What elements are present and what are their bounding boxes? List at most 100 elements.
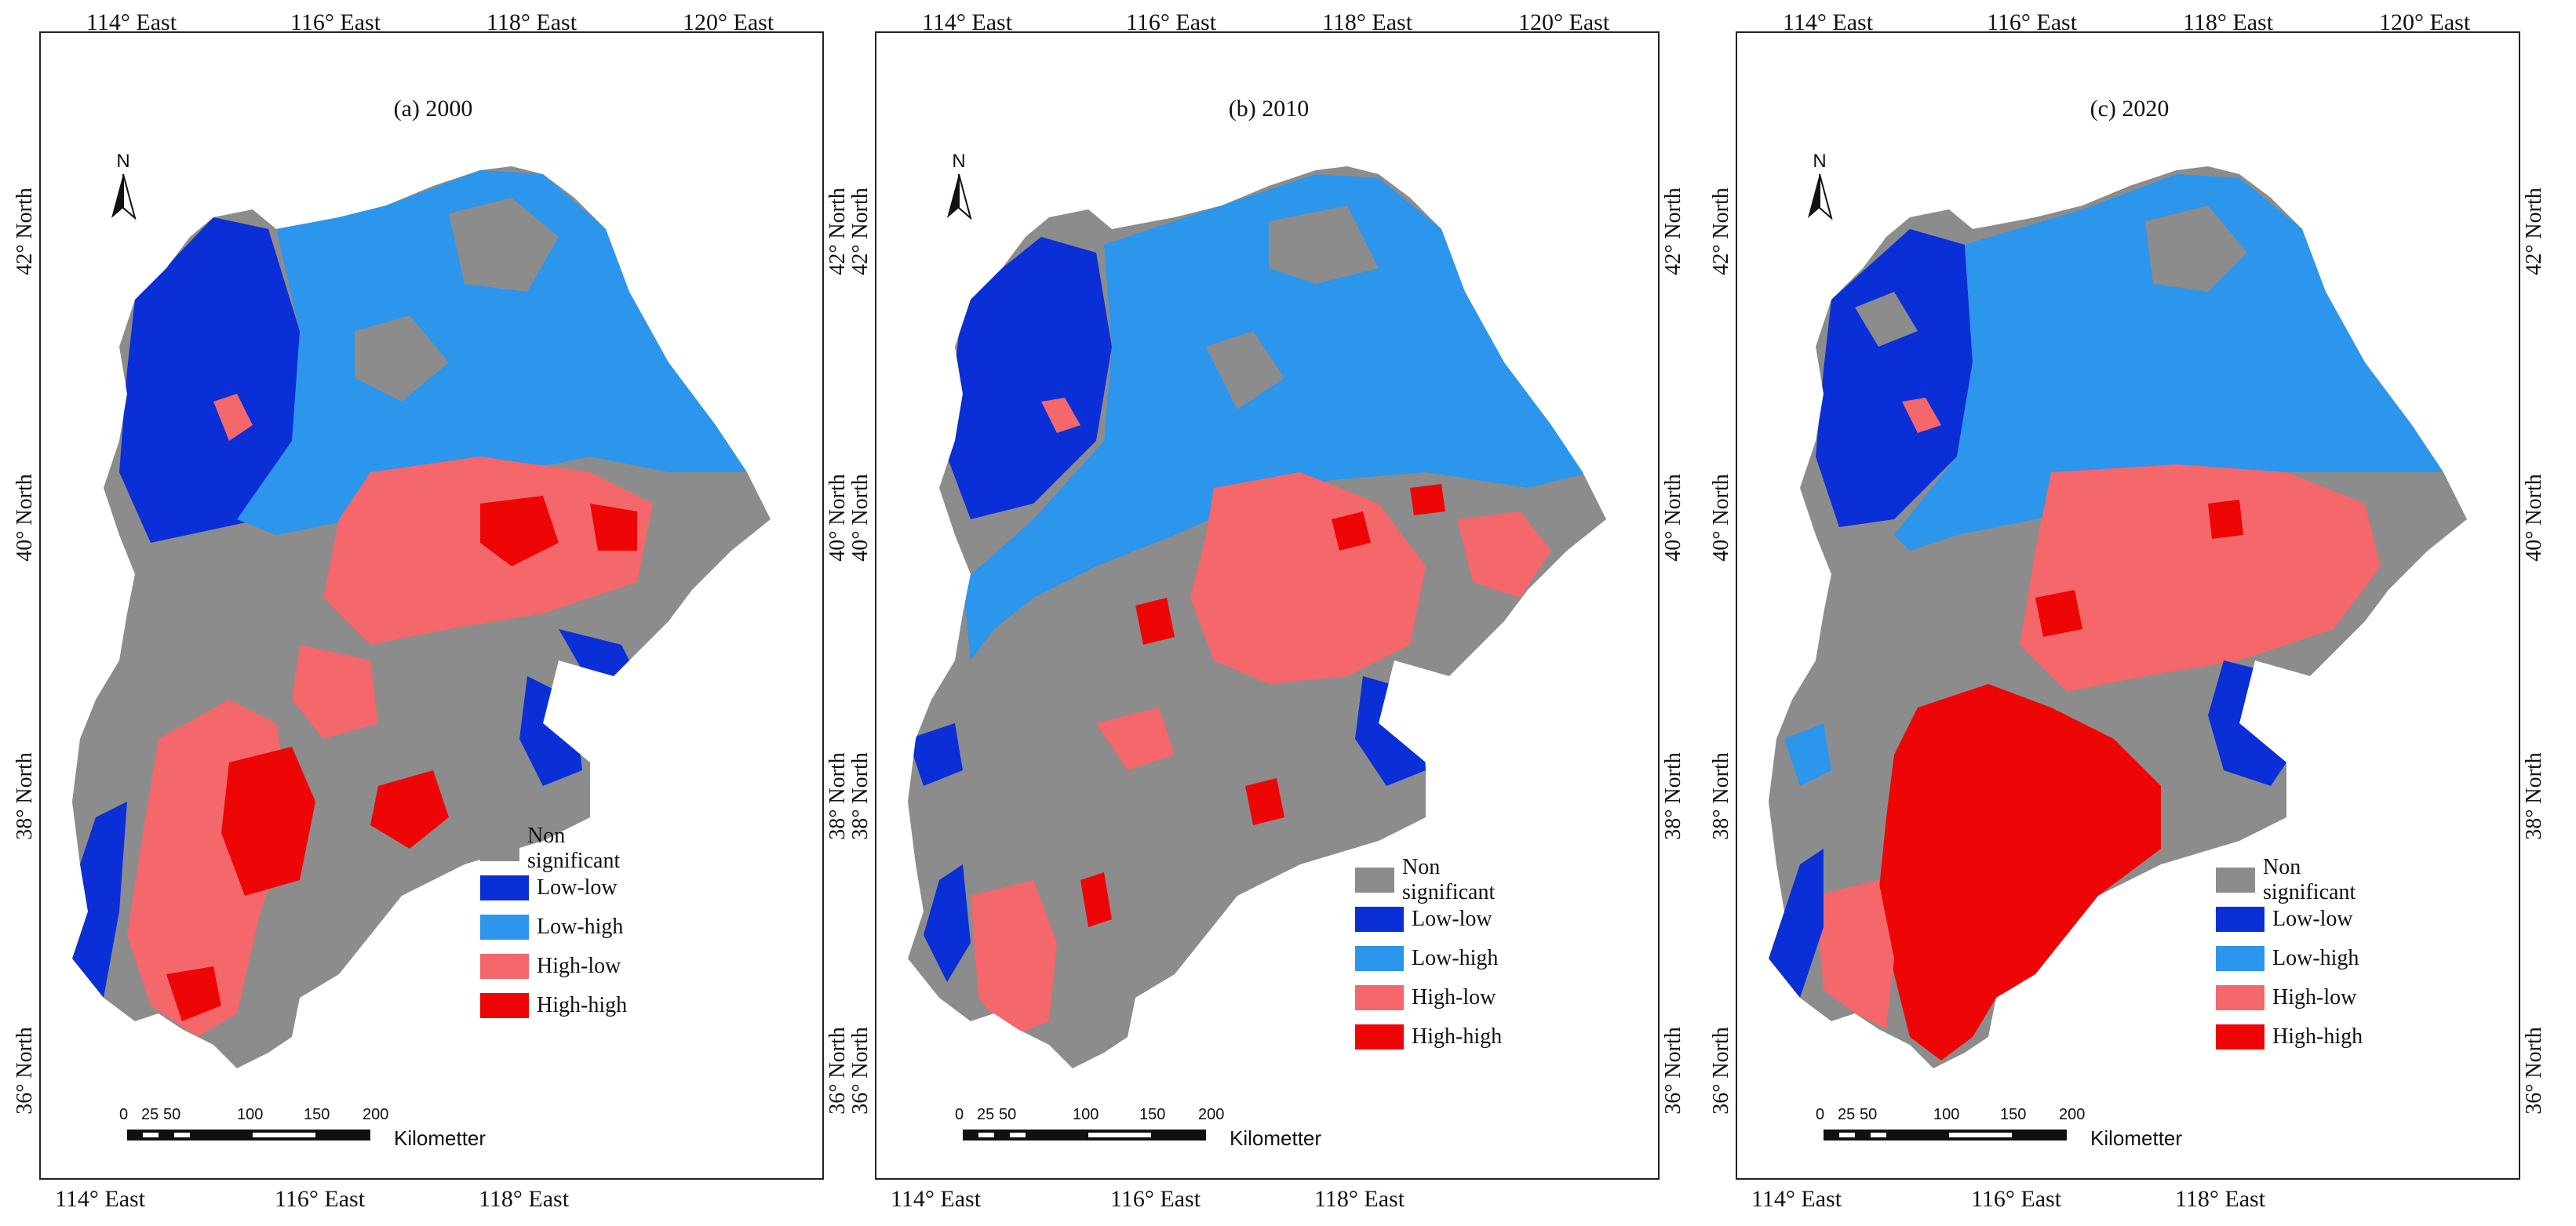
north-arrow-icon: N: [104, 151, 143, 224]
scale-number: 150: [1139, 1106, 1166, 1123]
legend-label: Non significant: [1402, 855, 1496, 904]
latitude-tick-left: 42° North: [848, 187, 873, 275]
legend-swatch: [2216, 868, 2256, 893]
legend-label: High-high: [2272, 1024, 2363, 1049]
scale-unit: Kilometter: [394, 1126, 486, 1150]
legend-swatch: [480, 993, 529, 1018]
legend-label: Non significant: [2263, 855, 2356, 904]
cluster-patch: [1816, 880, 1894, 1029]
latitude-tick-right: 42° North: [1661, 187, 1685, 275]
legend-swatch: [480, 954, 529, 979]
latitude-tick-right: 36° North: [1661, 1027, 1685, 1115]
legend-label: Low-high: [1412, 946, 1499, 970]
scale-bar: 0 25 50 100 150 200 Kilometter: [955, 1106, 1321, 1153]
legend-item: Low-high: [2216, 939, 2373, 978]
cluster-patch: [119, 217, 308, 543]
latitude-tick-right: 40° North: [2522, 474, 2546, 562]
cluster-patch: [166, 966, 221, 1021]
longitude-tick-top: 120° East: [1518, 9, 1610, 35]
legend-item: High-high: [480, 986, 637, 1025]
panel-title: (b) 2010: [1228, 96, 1310, 122]
scale-number: 150: [2000, 1106, 2027, 1123]
cluster-patch: [292, 645, 378, 739]
latitude-tick-left: 42° North: [1709, 187, 1733, 275]
legend-item: High-high: [2216, 1017, 2373, 1057]
scale-number: 200: [2059, 1106, 2086, 1123]
panel-title: (a) 2000: [393, 96, 473, 122]
latitude-tick-left: 40° North: [13, 474, 37, 562]
latitude-tick-left: 38° North: [848, 752, 873, 840]
longitude-tick-bottom: 114° East: [1751, 1186, 1842, 1212]
cluster-patch: [2035, 590, 2082, 637]
cluster-patch: [355, 315, 449, 402]
longitude-tick-bottom: 118° East: [479, 1186, 570, 1212]
scale-number: 0: [1816, 1106, 1825, 1123]
cluster-patch: [1410, 484, 1445, 515]
scale-number: 100: [1933, 1106, 1960, 1123]
scale-number: 0: [955, 1106, 964, 1123]
cluster-patch: [1269, 206, 1379, 284]
scale-number: 0: [119, 1106, 129, 1123]
legend-swatch: [1355, 868, 1395, 893]
latitude-tick-left: 40° North: [1709, 474, 1733, 562]
cluster-patch: [1206, 331, 1284, 409]
latitude-tick-right: 36° North: [2522, 1027, 2546, 1115]
longitude-tick-bottom: 116° East: [1110, 1186, 1201, 1212]
latitude-tick-left: 40° North: [848, 474, 873, 562]
cluster-patch: [1894, 174, 2443, 551]
region-map-2000: [72, 166, 771, 1068]
legend-swatch: [2216, 946, 2264, 971]
legend-label: Low-high: [537, 915, 624, 939]
cluster-patch: [1816, 229, 1973, 527]
cluster-patch: [1769, 849, 1824, 998]
legend-swatch: [480, 915, 529, 940]
north-arrow-icon: N: [1800, 151, 1839, 224]
longitude-tick-bottom: 118° East: [1314, 1186, 1405, 1212]
cluster-patch: [963, 174, 1590, 660]
scale-number: 25: [141, 1106, 159, 1123]
cluster-patch: [449, 198, 559, 292]
cluster-patch: [2020, 464, 2381, 692]
scale-number: 100: [237, 1106, 264, 1123]
legend-item: Non significant: [1355, 855, 1512, 904]
longitude-tick-bottom: 116° East: [1971, 1186, 2062, 1212]
scale-unit: Kilometter: [1230, 1126, 1322, 1150]
legend-swatch: [2216, 907, 2264, 932]
legend-item: High-high: [1355, 1017, 1512, 1057]
latitude-tick-left: 38° North: [13, 752, 37, 840]
legend-swatch: [1355, 907, 1404, 932]
cluster-patch: [1135, 598, 1175, 645]
longitude-tick-bottom: 114° East: [55, 1186, 146, 1212]
scale-unit: Kilometter: [2090, 1126, 2183, 1150]
cluster-patch: [1096, 708, 1175, 770]
legend-label: High-high: [537, 993, 628, 1017]
legend-label: High-low: [2272, 985, 2357, 1010]
longitude-tick-top: 114° East: [1783, 9, 1874, 35]
scale-bar: 0 25 50 100 150 200 Kilometter: [119, 1106, 486, 1153]
cluster-patch: [72, 802, 127, 998]
longitude-tick-top: 116° East: [290, 9, 381, 35]
legend-label: Low-low: [1412, 907, 1492, 931]
latitude-tick-right: 40° North: [825, 474, 850, 562]
region-map-2020: [1769, 166, 2467, 1068]
scale-number: 150: [304, 1106, 330, 1123]
cluster-patch: [213, 394, 253, 441]
legend-swatch: [1355, 946, 1404, 971]
cluster-patch: [1080, 872, 1112, 927]
legend-swatch: [480, 875, 529, 900]
map-panel-2010: (b) 2010 N Non significant Low-low Low-high H…: [875, 31, 1660, 1180]
scale-number: 50: [1860, 1106, 1878, 1123]
latitude-tick-left: 36° North: [848, 1027, 873, 1115]
longitude-tick-top: 114° East: [86, 9, 177, 35]
cluster-patch: [1041, 398, 1080, 433]
latitude-tick-right: 42° North: [2522, 187, 2546, 275]
scale-number: 100: [1073, 1106, 1099, 1123]
legend: Non significant Low-low Low-high High-low Hi…: [2216, 855, 2373, 1057]
legend-swatch: [1355, 1024, 1404, 1050]
legend-label: High-low: [1412, 985, 1496, 1010]
longitude-tick-top: 118° East: [486, 9, 578, 35]
cluster-patch: [1457, 511, 1551, 598]
longitude-tick-bottom: 118° East: [2175, 1186, 2266, 1212]
latitude-tick-right: 38° North: [2522, 752, 2546, 840]
scale-number: 200: [363, 1106, 389, 1123]
